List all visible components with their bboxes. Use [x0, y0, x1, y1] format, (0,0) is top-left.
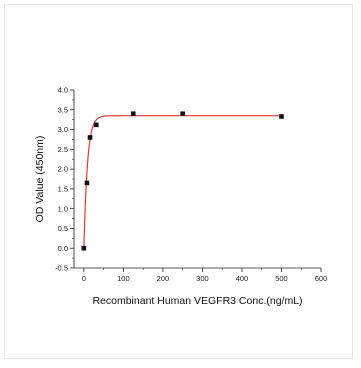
y-tick-label: 2.0 — [58, 165, 68, 174]
data-point — [279, 114, 284, 119]
data-point — [84, 180, 90, 186]
data-point — [87, 135, 93, 140]
y-tick-label: 2.5 — [58, 145, 68, 154]
y-tick-label: 0.0 — [58, 244, 68, 253]
data-points-layer — [81, 111, 284, 251]
x-axis-title: Recombinant Human VEGFR3 Conc.(ng/mL) — [92, 295, 302, 307]
y-axis-title: OD Value (450nm) — [34, 136, 46, 223]
x-tick-label: 300 — [196, 274, 209, 283]
y-tick-label: 3.0 — [58, 125, 68, 134]
x-tick-label: 0 — [82, 274, 86, 283]
x-tick-label: 500 — [275, 274, 288, 283]
y-tick-label: 1.0 — [58, 204, 68, 213]
x-tick-label: 100 — [117, 274, 130, 283]
data-point — [180, 111, 185, 117]
y-tick-label: 0.5 — [58, 224, 68, 233]
y-tick-label: 3.5 — [58, 105, 68, 114]
fit-curve — [83, 115, 282, 249]
y-tick-label: 4.0 — [58, 86, 68, 95]
x-tick-label: 200 — [157, 274, 170, 283]
data-point — [93, 122, 99, 128]
figure-frame — [4, 4, 353, 359]
tick-labels-layer: 0 100 200 300 400 500 600 -0.5 0.0 0.5 1.0 1.5 2.0 2.… — [55, 86, 327, 283]
data-point — [81, 245, 87, 251]
fit-curve-layer — [83, 115, 282, 249]
x-tick-label: 600 — [315, 274, 328, 283]
data-point — [130, 111, 136, 117]
chart-axes — [70, 89, 322, 272]
y-tick-label: -0.5 — [55, 264, 68, 273]
x-tick-label: 400 — [236, 274, 249, 283]
y-tick-label: 1.5 — [58, 184, 68, 193]
